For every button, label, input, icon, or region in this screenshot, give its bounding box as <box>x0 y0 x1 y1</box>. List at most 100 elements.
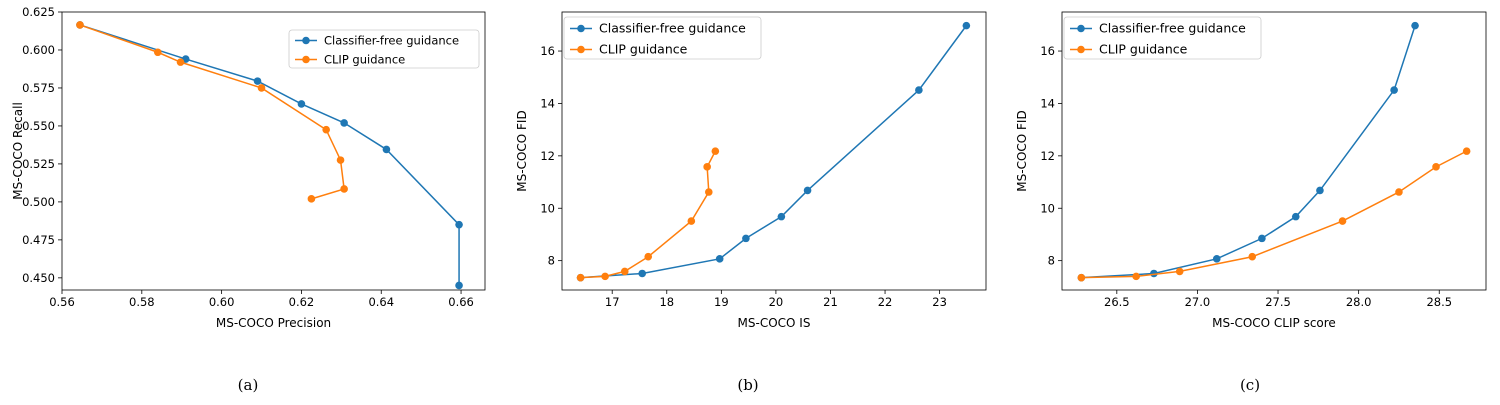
data-point <box>297 100 306 108</box>
chart-panel-1: 0.56 0.58 0.60 0.62 0.64 0.66 0.450 0.475 0.500 0… <box>11 5 486 394</box>
x-tick-label: 19 <box>714 295 729 309</box>
data-point <box>340 185 348 193</box>
data-point <box>1462 147 1471 155</box>
x-tick-label: 27.5 <box>1265 295 1291 309</box>
y-tick-label: 10 <box>540 201 555 215</box>
y-axis-label: MS-COCO FID <box>515 110 529 191</box>
legend: Classifier-free guidance CLIP guidance <box>288 29 480 69</box>
legend-swatch-marker <box>1077 45 1085 54</box>
legend: Classifier-free guidance CLIP guidance <box>563 16 762 60</box>
panel-caption: (b) <box>737 376 758 394</box>
data-point <box>1316 186 1324 195</box>
legend-swatch-marker <box>577 45 585 54</box>
legend-box <box>1063 16 1262 60</box>
data-point <box>1432 163 1440 171</box>
series-classifier-free <box>576 21 971 282</box>
data-point <box>777 212 786 221</box>
legend-label: CLIP guidance <box>324 53 405 67</box>
plot-frame <box>561 11 987 291</box>
data-point <box>336 156 345 164</box>
data-point <box>340 119 348 127</box>
data-point <box>307 195 316 203</box>
series-line <box>1081 150 1467 279</box>
plot-frame <box>61 11 486 291</box>
y-tick-label: 16 <box>1040 44 1055 58</box>
data-point <box>1150 269 1158 278</box>
legend-box <box>288 29 480 69</box>
y-tick-label: 14 <box>1040 96 1055 110</box>
x-tick-label: 0.62 <box>289 295 315 309</box>
x-tick-label: 27.0 <box>1185 295 1211 309</box>
y-tick-label: 12 <box>1040 149 1055 163</box>
x-tick-label: 23 <box>932 295 947 309</box>
x-tick-label: 0.56 <box>49 295 75 309</box>
panel-caption: (c) <box>1240 376 1260 394</box>
legend-label: Classifier-free guidance <box>324 34 459 48</box>
data-point <box>620 267 629 276</box>
legend-label: CLIP guidance <box>599 42 688 57</box>
legend-label: Classifier-free guidance <box>1099 21 1246 36</box>
y-tick-label: 14 <box>540 96 555 110</box>
y-tick-label: 12 <box>540 149 555 163</box>
data-point <box>1258 234 1266 243</box>
series-line <box>580 25 967 279</box>
y-tick-label: 0.450 <box>22 271 55 285</box>
data-point <box>638 269 647 278</box>
legend-label: CLIP guidance <box>1099 42 1188 57</box>
legend-swatch-marker <box>302 55 310 64</box>
data-point <box>803 186 812 195</box>
chart-panel-2: 17 18 19 20 21 22 23 8 10 12 14 16 MS-COCO IS MS-COCO… <box>515 11 987 394</box>
data-point <box>322 125 330 134</box>
legend-swatch-marker <box>1077 24 1085 33</box>
data-point <box>711 147 720 155</box>
data-point <box>1248 252 1257 261</box>
legend-swatch-marker <box>577 24 585 33</box>
y-tick-label: 0.500 <box>22 195 55 209</box>
data-point <box>742 234 750 243</box>
data-point <box>382 145 391 154</box>
y-tick-label: 0.600 <box>22 43 55 57</box>
series-line <box>79 24 460 286</box>
y-axis-label: MS-COCO Recall <box>11 102 25 200</box>
data-point <box>915 86 923 94</box>
x-tick-label: 21 <box>823 295 838 309</box>
x-tick-label: 0.60 <box>209 295 235 309</box>
data-point <box>576 273 585 282</box>
data-point <box>962 21 971 30</box>
data-point <box>1390 86 1398 94</box>
data-point <box>455 281 463 290</box>
data-point <box>704 188 713 196</box>
data-point <box>176 58 185 66</box>
data-point <box>644 252 653 261</box>
y-tick-label: 16 <box>540 44 555 58</box>
data-point <box>1395 188 1403 196</box>
y-tick-label: 8 <box>548 254 555 268</box>
legend: Classifier-free guidance CLIP guidance <box>1063 16 1262 60</box>
data-point <box>703 163 711 171</box>
data-point <box>601 272 609 281</box>
plot-frame <box>1061 11 1487 291</box>
y-tick-label: 10 <box>1040 201 1055 215</box>
series-classifier-free <box>1077 21 1419 282</box>
series-clip <box>576 147 720 282</box>
x-tick-label: 28.5 <box>1426 295 1452 309</box>
y-tick-label: 0.475 <box>22 233 55 247</box>
x-tick-label: 0.64 <box>368 295 394 309</box>
x-tick-label: 0.58 <box>129 295 155 309</box>
data-point <box>1411 21 1419 30</box>
data-point <box>76 21 84 29</box>
data-point <box>687 217 696 225</box>
data-point <box>1175 267 1184 276</box>
x-axis-label: MS-COCO Precision <box>216 316 331 330</box>
data-point <box>1132 272 1140 281</box>
panel-caption: (a) <box>238 376 259 394</box>
legend-label: Classifier-free guidance <box>599 21 746 36</box>
x-tick-label: 20 <box>769 295 784 309</box>
data-point <box>257 84 266 92</box>
chart-panel-3: 26.5 27.0 27.5 28.0 28.5 8 10 12 14 16 MS-COCO CLI… <box>1015 11 1487 394</box>
y-tick-label: 0.575 <box>22 81 55 95</box>
y-axis-label: MS-COCO FID <box>1015 110 1029 191</box>
data-point <box>1338 217 1347 225</box>
y-tick-label: 8 <box>1048 254 1055 268</box>
y-tick-label: 0.625 <box>22 5 55 19</box>
